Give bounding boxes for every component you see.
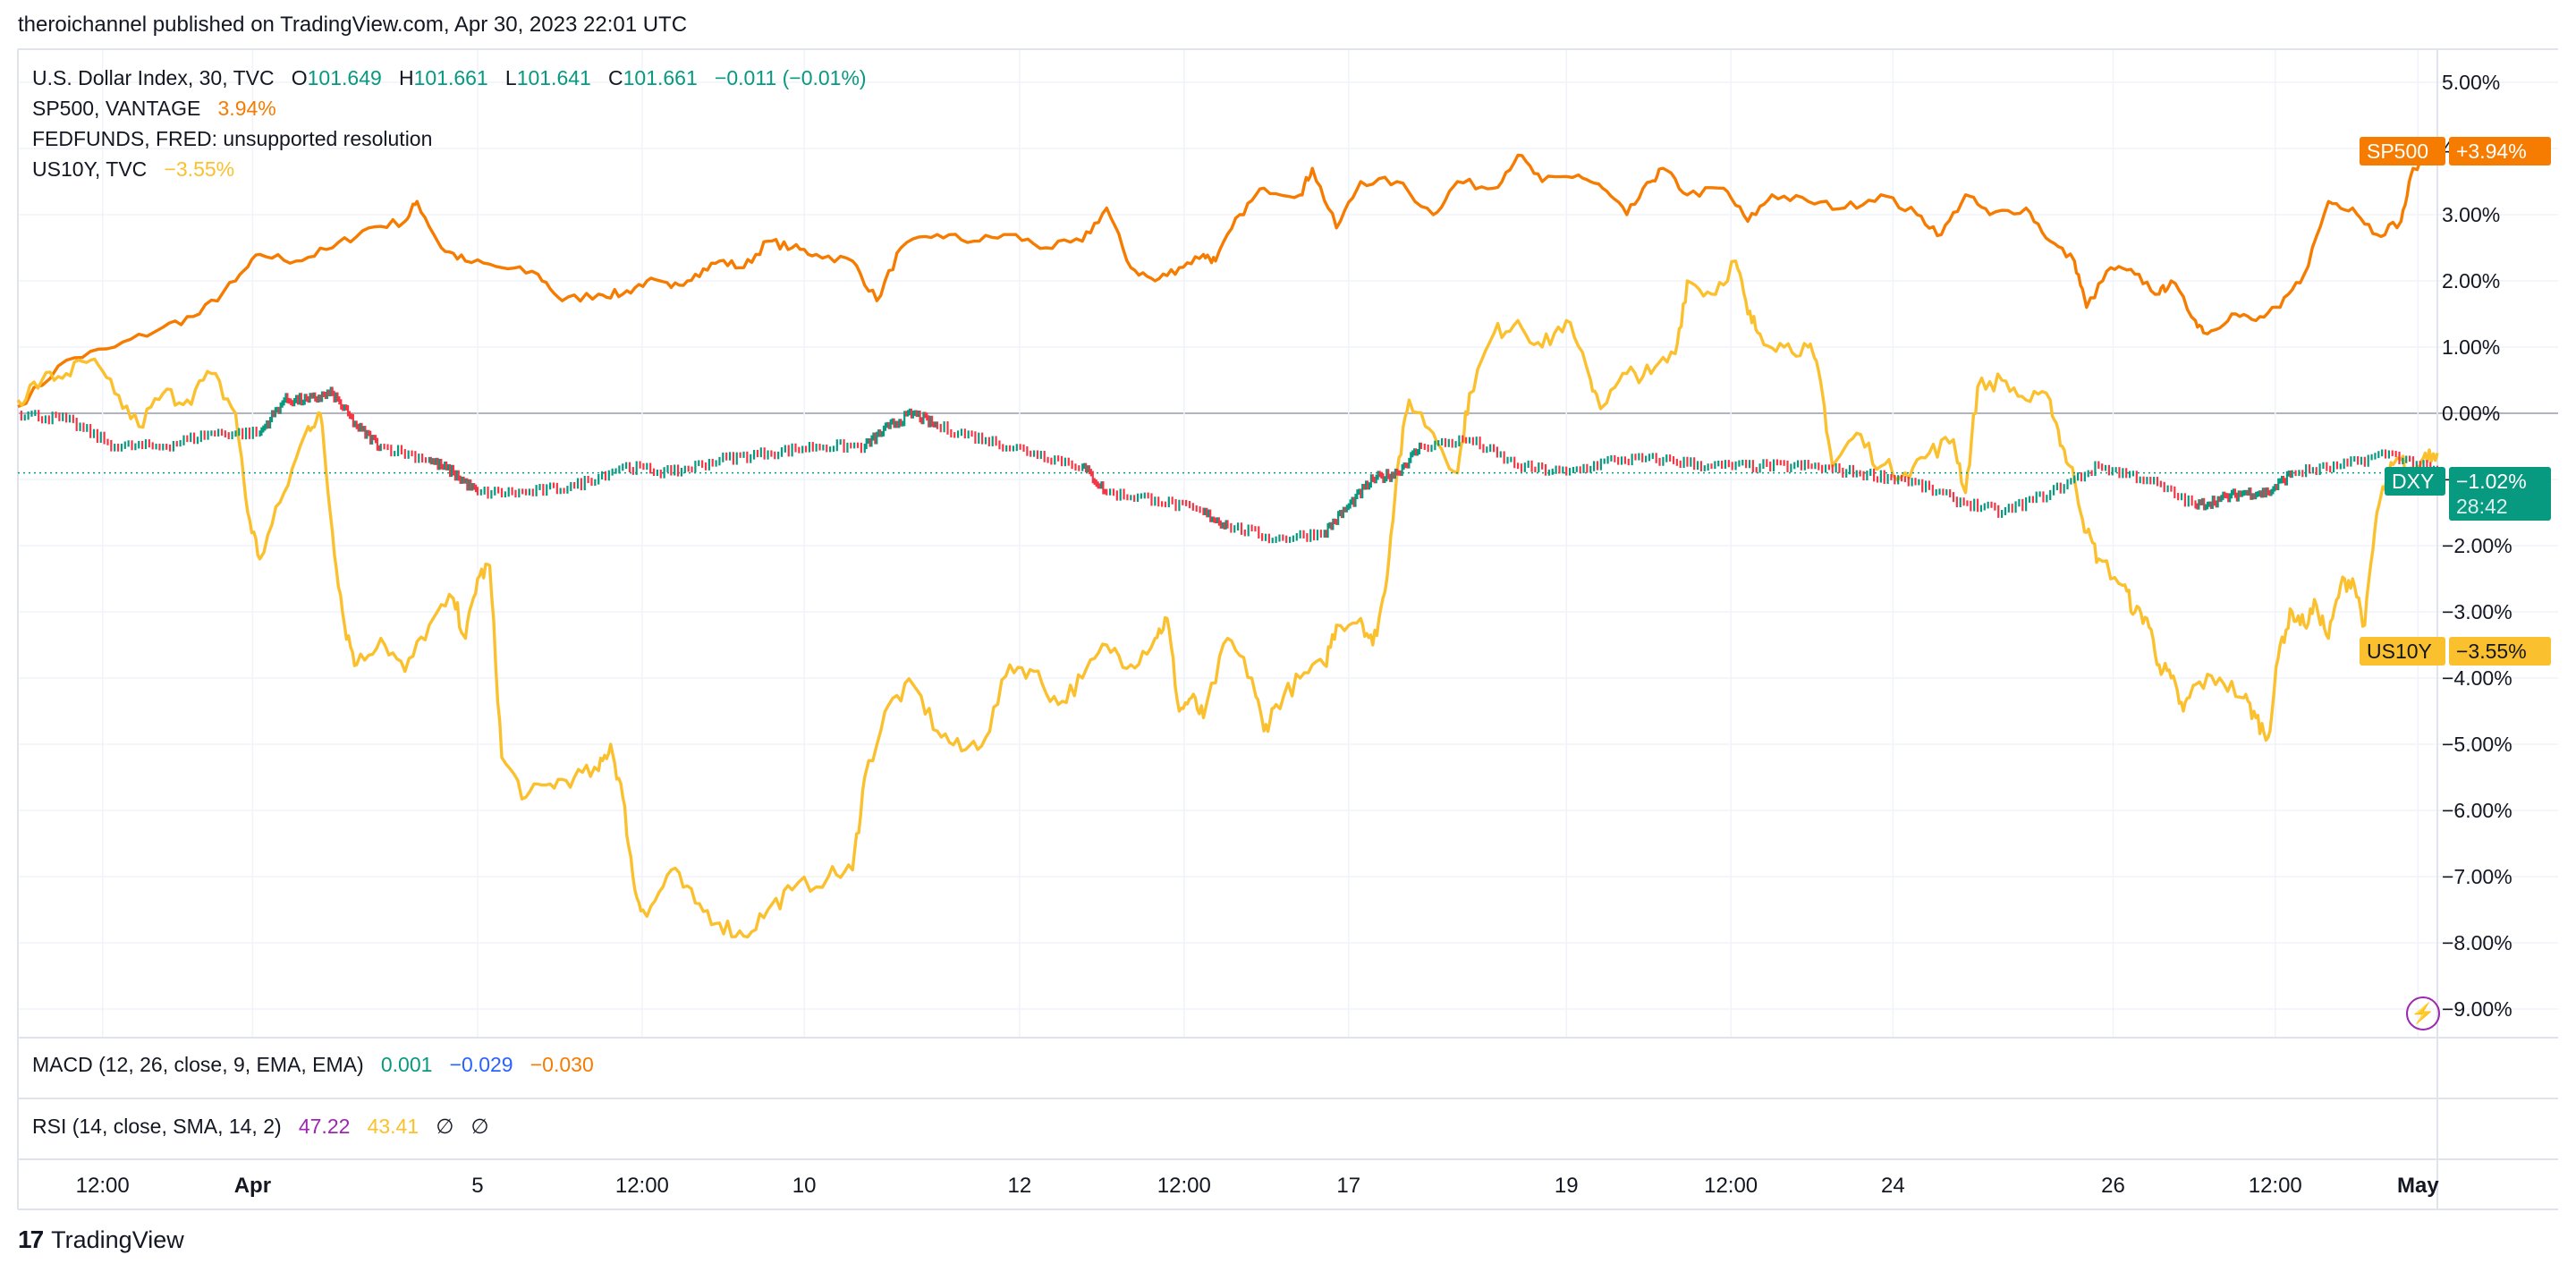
tradingview-brand[interactable]: 17 TradingView (18, 1225, 184, 1254)
sp500-label: SP500, VANTAGE (32, 97, 201, 120)
rsi-value-2: 43.41 (367, 1115, 419, 1138)
us10y-label: US10Y, TVC (32, 157, 148, 181)
y-tick-label: 1.00% (2442, 335, 2500, 359)
series-US10Y (16, 259, 2439, 939)
y-tick-label: 3.00% (2442, 203, 2500, 226)
rsi-value-4: ∅ (470, 1115, 489, 1138)
x-tick-label: 12:00 (615, 1174, 669, 1198)
rsi-value-1: 47.22 (298, 1115, 351, 1138)
horizontal-gridlines (18, 81, 2558, 1010)
rsi-legend[interactable]: RSI (14, close, SMA, 14, 2) 47.22 43.41 … (32, 1115, 489, 1139)
x-tick-label: Apr (234, 1174, 271, 1198)
dxy-high: 101.661 (413, 66, 488, 89)
y-tick-label: 5.00% (2442, 71, 2500, 94)
chart-frame (17, 48, 2558, 1210)
legend-row-sp500[interactable]: SP500, VANTAGE 3.94% (32, 93, 867, 123)
y-tick-label: −8.00% (2442, 931, 2512, 954)
dxy-low-label: L (504, 66, 517, 89)
dxy-close: 101.661 (623, 66, 698, 89)
dxy-change: −0.011 (−0.01%) (714, 66, 867, 89)
y-tick-label: −6.00% (2442, 799, 2512, 822)
dxy-name-tag: DXY (2385, 467, 2445, 496)
x-tick-label: 12:00 (2249, 1174, 2302, 1198)
legend-row-dxy[interactable]: U.S. Dollar Index, 30, TVC O101.649 H101… (32, 63, 867, 93)
us10y-value-tag: −3.55% (2449, 637, 2551, 666)
y-tick-label: −2.00% (2442, 534, 2512, 557)
x-tick-label: 19 (1555, 1174, 1579, 1198)
x-tick-label: 5 (471, 1174, 483, 1198)
macd-label: MACD (12, 26, close, 9, EMA, EMA) (32, 1053, 364, 1076)
dxy-countdown: 28:42 (2456, 495, 2508, 518)
sp500-value: 3.94% (217, 97, 276, 120)
dxy-high-label: H (398, 66, 414, 89)
y-tick-label: −7.00% (2442, 865, 2512, 888)
rsi-label: RSI (14, close, SMA, 14, 2) (32, 1115, 282, 1138)
legend-row-us10y[interactable]: US10Y, TVC −3.55% (32, 154, 867, 184)
publisher-line: theroichannel published on TradingView.c… (18, 13, 688, 37)
dxy-close-label: C (608, 66, 623, 89)
x-tick-label: 12:00 (1704, 1174, 1758, 1198)
series-DXY (20, 386, 2439, 544)
sp500-value-tag: +3.94% (2449, 137, 2551, 165)
dxy-open-label: O (291, 66, 308, 89)
dxy-low: 101.641 (516, 66, 591, 89)
x-tick-label: 24 (1881, 1174, 1905, 1198)
dxy-value-tag: −1.02% 28:42 (2449, 467, 2551, 521)
dxy-value: −1.02% (2456, 470, 2527, 493)
x-tick-label: 17 (1336, 1174, 1360, 1198)
macd-legend[interactable]: MACD (12, 26, close, 9, EMA, EMA) 0.001 … (32, 1053, 594, 1077)
macd-value-1: 0.001 (380, 1053, 433, 1076)
x-tick-label: May (2397, 1174, 2439, 1198)
macd-value-2: −0.029 (449, 1053, 513, 1076)
dxy-open: 101.649 (307, 66, 382, 89)
legend-row-fedfunds[interactable]: FEDFUNDS, FRED: unsupported resolution (32, 123, 867, 154)
us10y-value: −3.55% (164, 157, 235, 181)
x-axis-ticks: 12:00 Apr 5 12:00 10 12 12:00 17 19 12:00 24 26 12:0… (76, 1174, 2440, 1198)
brand-name: TradingView (51, 1225, 184, 1253)
y-tick-label: −3.00% (2442, 600, 2512, 623)
us10y-name-tag: US10Y (2360, 637, 2445, 666)
x-tick-label: 10 (792, 1174, 817, 1198)
sp500-name-tag: SP500 (2360, 137, 2445, 165)
lightning-icon[interactable]: ⚡ (2406, 996, 2440, 1030)
dxy-label: U.S. Dollar Index, 30, TVC (32, 66, 275, 89)
x-tick-label: 12:00 (76, 1174, 130, 1198)
y-tick-label: −4.00% (2442, 666, 2512, 690)
tradingview-logo-icon: 17 (18, 1225, 44, 1253)
vertical-gridlines (101, 49, 2419, 1038)
macd-value-3: −0.030 (530, 1053, 594, 1076)
fedfunds-label: FEDFUNDS, FRED: unsupported resolution (32, 127, 433, 150)
series-SP500 (17, 147, 2439, 409)
series-lines (16, 147, 2439, 939)
chart-legend: U.S. Dollar Index, 30, TVC O101.649 H101… (32, 63, 867, 184)
y-tick-label: −5.00% (2442, 733, 2512, 756)
rsi-value-3: ∅ (436, 1115, 454, 1138)
y-tick-label: 0.00% (2442, 402, 2500, 425)
x-tick-label: 26 (2101, 1174, 2125, 1198)
x-tick-label: 12 (1008, 1174, 1032, 1198)
y-tick-label: −9.00% (2442, 997, 2512, 1021)
y-tick-label: 2.00% (2442, 269, 2500, 293)
y-axis-ticks: 5.00%4.00%3.00%2.00%1.00%0.00%−1.00%−2.0… (2442, 71, 2512, 1021)
x-tick-label: 12:00 (1157, 1174, 1211, 1198)
